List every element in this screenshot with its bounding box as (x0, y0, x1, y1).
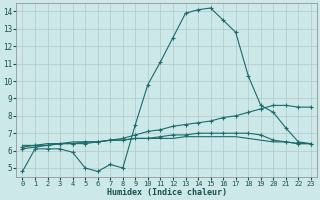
X-axis label: Humidex (Indice chaleur): Humidex (Indice chaleur) (107, 188, 227, 197)
